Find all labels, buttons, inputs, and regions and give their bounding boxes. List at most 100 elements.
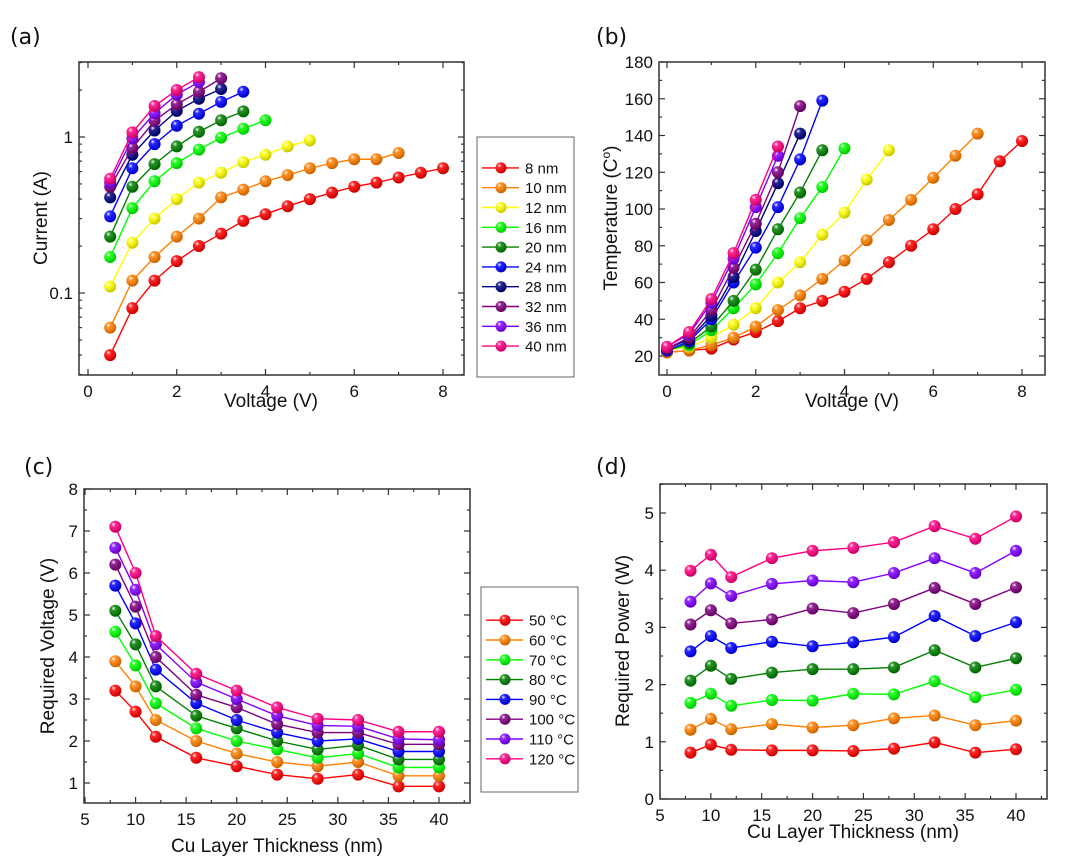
data-point-d-120-C-shine (1010, 510, 1022, 523)
data-point-a-12-nm-shine (148, 212, 161, 225)
data-point-d-100-C-shine (806, 602, 819, 615)
data-point-b-32-nm-shine (794, 100, 807, 113)
series-b-32-nm (661, 100, 807, 355)
data-point-a-10-nm-shine (237, 183, 250, 196)
data-point-b-24-nm-shine (794, 153, 807, 166)
legend-item: 28 nm (482, 279, 567, 296)
x-tick-label-a: 8 (438, 382, 447, 401)
data-point-c-80-C-shine (149, 680, 162, 693)
data-point-a-12-nm-shine (104, 280, 117, 293)
data-point-d-100-C-shine (704, 604, 717, 617)
data-point-c-70-C-shine (190, 722, 203, 735)
legend-label: 60 °C (529, 633, 567, 650)
series-line-b-20-nm (666, 149, 823, 352)
data-point-c-120-C-shine (230, 684, 243, 697)
panel-a: 0 2 4 6 8 0.1 1 8 nm 10 nm 12 nm 16 nm 20 nm 24 nm 28… (49, 61, 575, 401)
data-point-c-90-C-shine (190, 697, 203, 710)
data-point-a-24-nm-shine (148, 138, 161, 151)
data-point-b-12-nm-shine (860, 173, 873, 186)
series-a-40-nm (104, 71, 205, 185)
x-tick-label-b: 4 (840, 382, 849, 401)
series-line-d-100-C (690, 586, 1017, 626)
legend-marker-shine (499, 614, 511, 626)
data-point-a-12-nm-shine (126, 236, 139, 249)
data-point-d-100-C-shine (887, 597, 900, 610)
y-axis-title-b: Temperature (Co) (599, 145, 622, 290)
data-point-c-90-C-shine (109, 579, 122, 592)
data-point-c-110-C-shine (190, 676, 203, 689)
data-point-a-20-nm-shine (170, 140, 183, 153)
data-point-c-60-C-shine (433, 769, 445, 782)
data-point-c-80-C-shine (271, 735, 284, 747)
data-point-b-8-nm-shine (838, 285, 851, 298)
data-point-a-8-nm-shine (192, 240, 205, 253)
data-point-c-50-C-shine (352, 768, 365, 781)
series-line-d-110-C (690, 550, 1017, 603)
y-tick-label-d: 3 (645, 618, 654, 637)
y-tick-label-b: 60 (634, 274, 653, 293)
data-point-a-12-nm-shine (192, 176, 205, 189)
legend-item: 50 °C (486, 613, 567, 630)
series-line-c-100-C (114, 564, 439, 746)
series-line-c-90-C (114, 585, 439, 753)
data-point-d-80-C-shine (684, 674, 697, 687)
panel-d: 5 10 15 20 25 30 35 40 0 1 2 3 4 5 (645, 483, 1048, 825)
x-tick-label-a: 2 (172, 382, 181, 401)
data-point-b-12-nm-shine (727, 318, 740, 331)
legend-label: 10 nm (525, 180, 567, 197)
legend-label: 32 nm (525, 299, 567, 316)
data-point-d-50-C-shine (847, 744, 860, 757)
y-axis-title-b-end: ) (601, 145, 622, 151)
data-point-b-12-nm-shine (882, 144, 895, 157)
series-line-a-12-nm (109, 139, 311, 287)
x-tick-label-b: 2 (751, 382, 760, 401)
data-point-d-80-C-shine (725, 672, 738, 685)
x-tick-label-a: 4 (261, 382, 270, 401)
data-point-a-20-nm-shine (215, 114, 228, 127)
data-point-d-110-C-shine (969, 567, 982, 580)
data-point-d-90-C-shine (725, 641, 738, 654)
x-tick-label-c: 10 (126, 810, 145, 829)
data-point-d-110-C-shine (887, 567, 900, 580)
y-tick-label-c: 2 (69, 732, 78, 751)
series-group-b (661, 94, 1028, 359)
legend-item: 120 °C (486, 751, 575, 768)
x-axis-title-a: Voltage (V) (224, 391, 318, 412)
data-point-a-12-nm-shine (303, 134, 316, 147)
data-point-a-10-nm-shine (303, 162, 316, 175)
data-point-b-20-nm-shine (816, 144, 829, 157)
x-tick-label-d: 20 (803, 806, 822, 825)
series-d-90-C (684, 609, 1022, 658)
legend-marker-shine (495, 340, 507, 352)
data-point-b-28-nm-shine (794, 127, 807, 140)
data-point-c-70-C-shine (311, 751, 324, 764)
data-point-b-10-nm-shine (860, 234, 873, 247)
data-point-c-50-C-shine (433, 780, 445, 793)
data-point-c-80-C-shine (129, 638, 142, 651)
data-point-b-10-nm-shine (905, 193, 918, 206)
legend-marker-shine (495, 261, 507, 273)
data-point-c-50-C-shine (230, 760, 243, 773)
data-point-d-70-C-shine (725, 699, 738, 712)
data-point-d-110-C-shine (1010, 544, 1022, 557)
data-point-b-10-nm-shine (771, 304, 784, 317)
data-point-a-20-nm-shine (237, 105, 250, 118)
data-point-a-16-nm-shine (104, 251, 117, 264)
data-point-a-8-nm-shine (281, 200, 294, 213)
data-point-c-60-C-shine (392, 769, 405, 782)
data-point-b-40-nm-shine (683, 326, 696, 339)
data-point-c-80-C-shine (190, 709, 203, 722)
data-point-b-24-nm-shine (816, 94, 829, 107)
data-point-b-8-nm-shine (771, 315, 784, 328)
data-point-c-50-C-shine (392, 780, 405, 793)
x-tick-label-c: 25 (278, 810, 297, 829)
x-tick-label-c: 20 (227, 810, 246, 829)
legend-item: 70 °C (486, 652, 567, 669)
series-line-d-120-C (690, 515, 1017, 578)
data-point-d-70-C-shine (1010, 683, 1022, 696)
data-point-b-8-nm-shine (816, 294, 829, 307)
legend-label: 90 °C (529, 692, 567, 709)
data-point-d-110-C-shine (928, 552, 941, 565)
data-point-a-12-nm-shine (281, 140, 294, 153)
